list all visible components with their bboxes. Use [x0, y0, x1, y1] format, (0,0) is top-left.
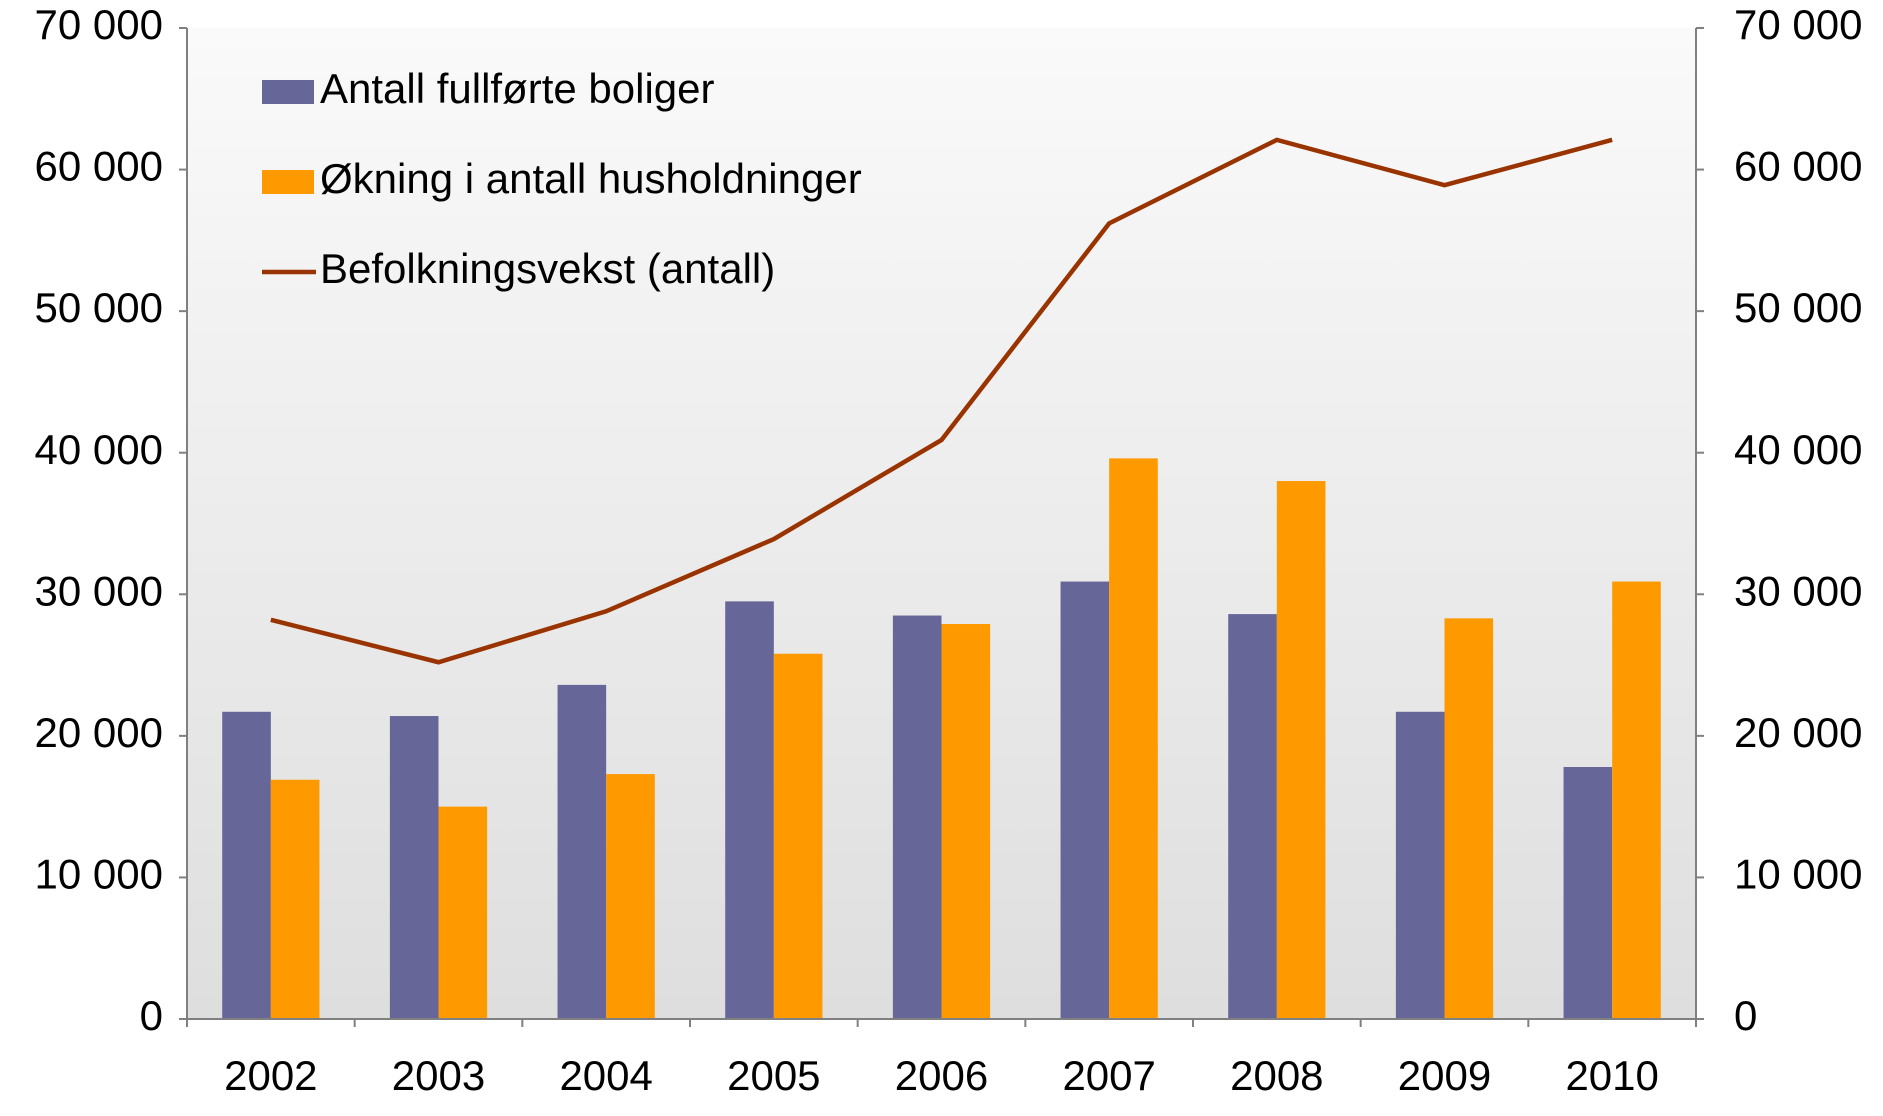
y-tick-label: 60 000: [35, 143, 163, 190]
x-tick-label: 2003: [392, 1052, 485, 1099]
x-tick-label: 2007: [1062, 1052, 1155, 1099]
bar: [1563, 767, 1613, 1019]
y-tick-label: 40 000: [35, 426, 163, 473]
bar: [389, 716, 439, 1019]
bar: [222, 711, 271, 1019]
x-tick-label: 2002: [224, 1052, 317, 1099]
y2-tick-label: 0: [1734, 992, 1757, 1039]
y2-tick-label: 30 000: [1734, 567, 1862, 614]
bar: [892, 615, 942, 1019]
bar: [773, 653, 823, 1019]
y2-tick-label: 70 000: [1734, 1, 1862, 48]
y2-tick-label: 60 000: [1734, 143, 1862, 190]
y2-tick-label: 10 000: [1734, 851, 1862, 898]
bar: [438, 806, 488, 1019]
legend-label: Befolkningsvekst (antall): [320, 245, 775, 292]
x-tick-label: 2004: [559, 1052, 652, 1099]
bar: [941, 624, 991, 1019]
bar: [1276, 481, 1326, 1019]
x-tick-label: 2010: [1565, 1052, 1658, 1099]
y2-tick-label: 50 000: [1734, 284, 1862, 331]
legend-label: Økning i antall husholdninger: [320, 155, 862, 202]
x-tick-label: 2006: [895, 1052, 988, 1099]
bar: [270, 779, 320, 1019]
y2-tick-label: 20 000: [1734, 709, 1862, 756]
bar: [1109, 458, 1158, 1019]
bar: [1395, 711, 1445, 1019]
y-tick-label: 0: [140, 992, 163, 1039]
line: [270, 137, 1613, 665]
bar: [557, 684, 607, 1019]
legend-label: Antall fullførte boliger: [320, 65, 715, 112]
x-tick-label: 2008: [1230, 1052, 1323, 1099]
y-tick-label: 10 000: [35, 851, 163, 898]
y-tick-label: 20 000: [35, 709, 163, 756]
x-tick-label: 2005: [727, 1052, 820, 1099]
bar: [1060, 581, 1110, 1019]
bar: [725, 601, 774, 1019]
y-tick-label: 30 000: [35, 567, 163, 614]
bar: [1612, 581, 1661, 1019]
y-tick-label: 50 000: [35, 284, 163, 331]
bar: [606, 774, 655, 1019]
bar: [1444, 618, 1494, 1019]
x-tick-label: 2009: [1398, 1052, 1491, 1099]
y2-tick-label: 40 000: [1734, 426, 1862, 473]
bar: [1228, 614, 1277, 1019]
y-tick-label: 70 000: [35, 1, 163, 48]
legend-swatch: [262, 80, 314, 104]
legend-swatch: [262, 170, 314, 194]
